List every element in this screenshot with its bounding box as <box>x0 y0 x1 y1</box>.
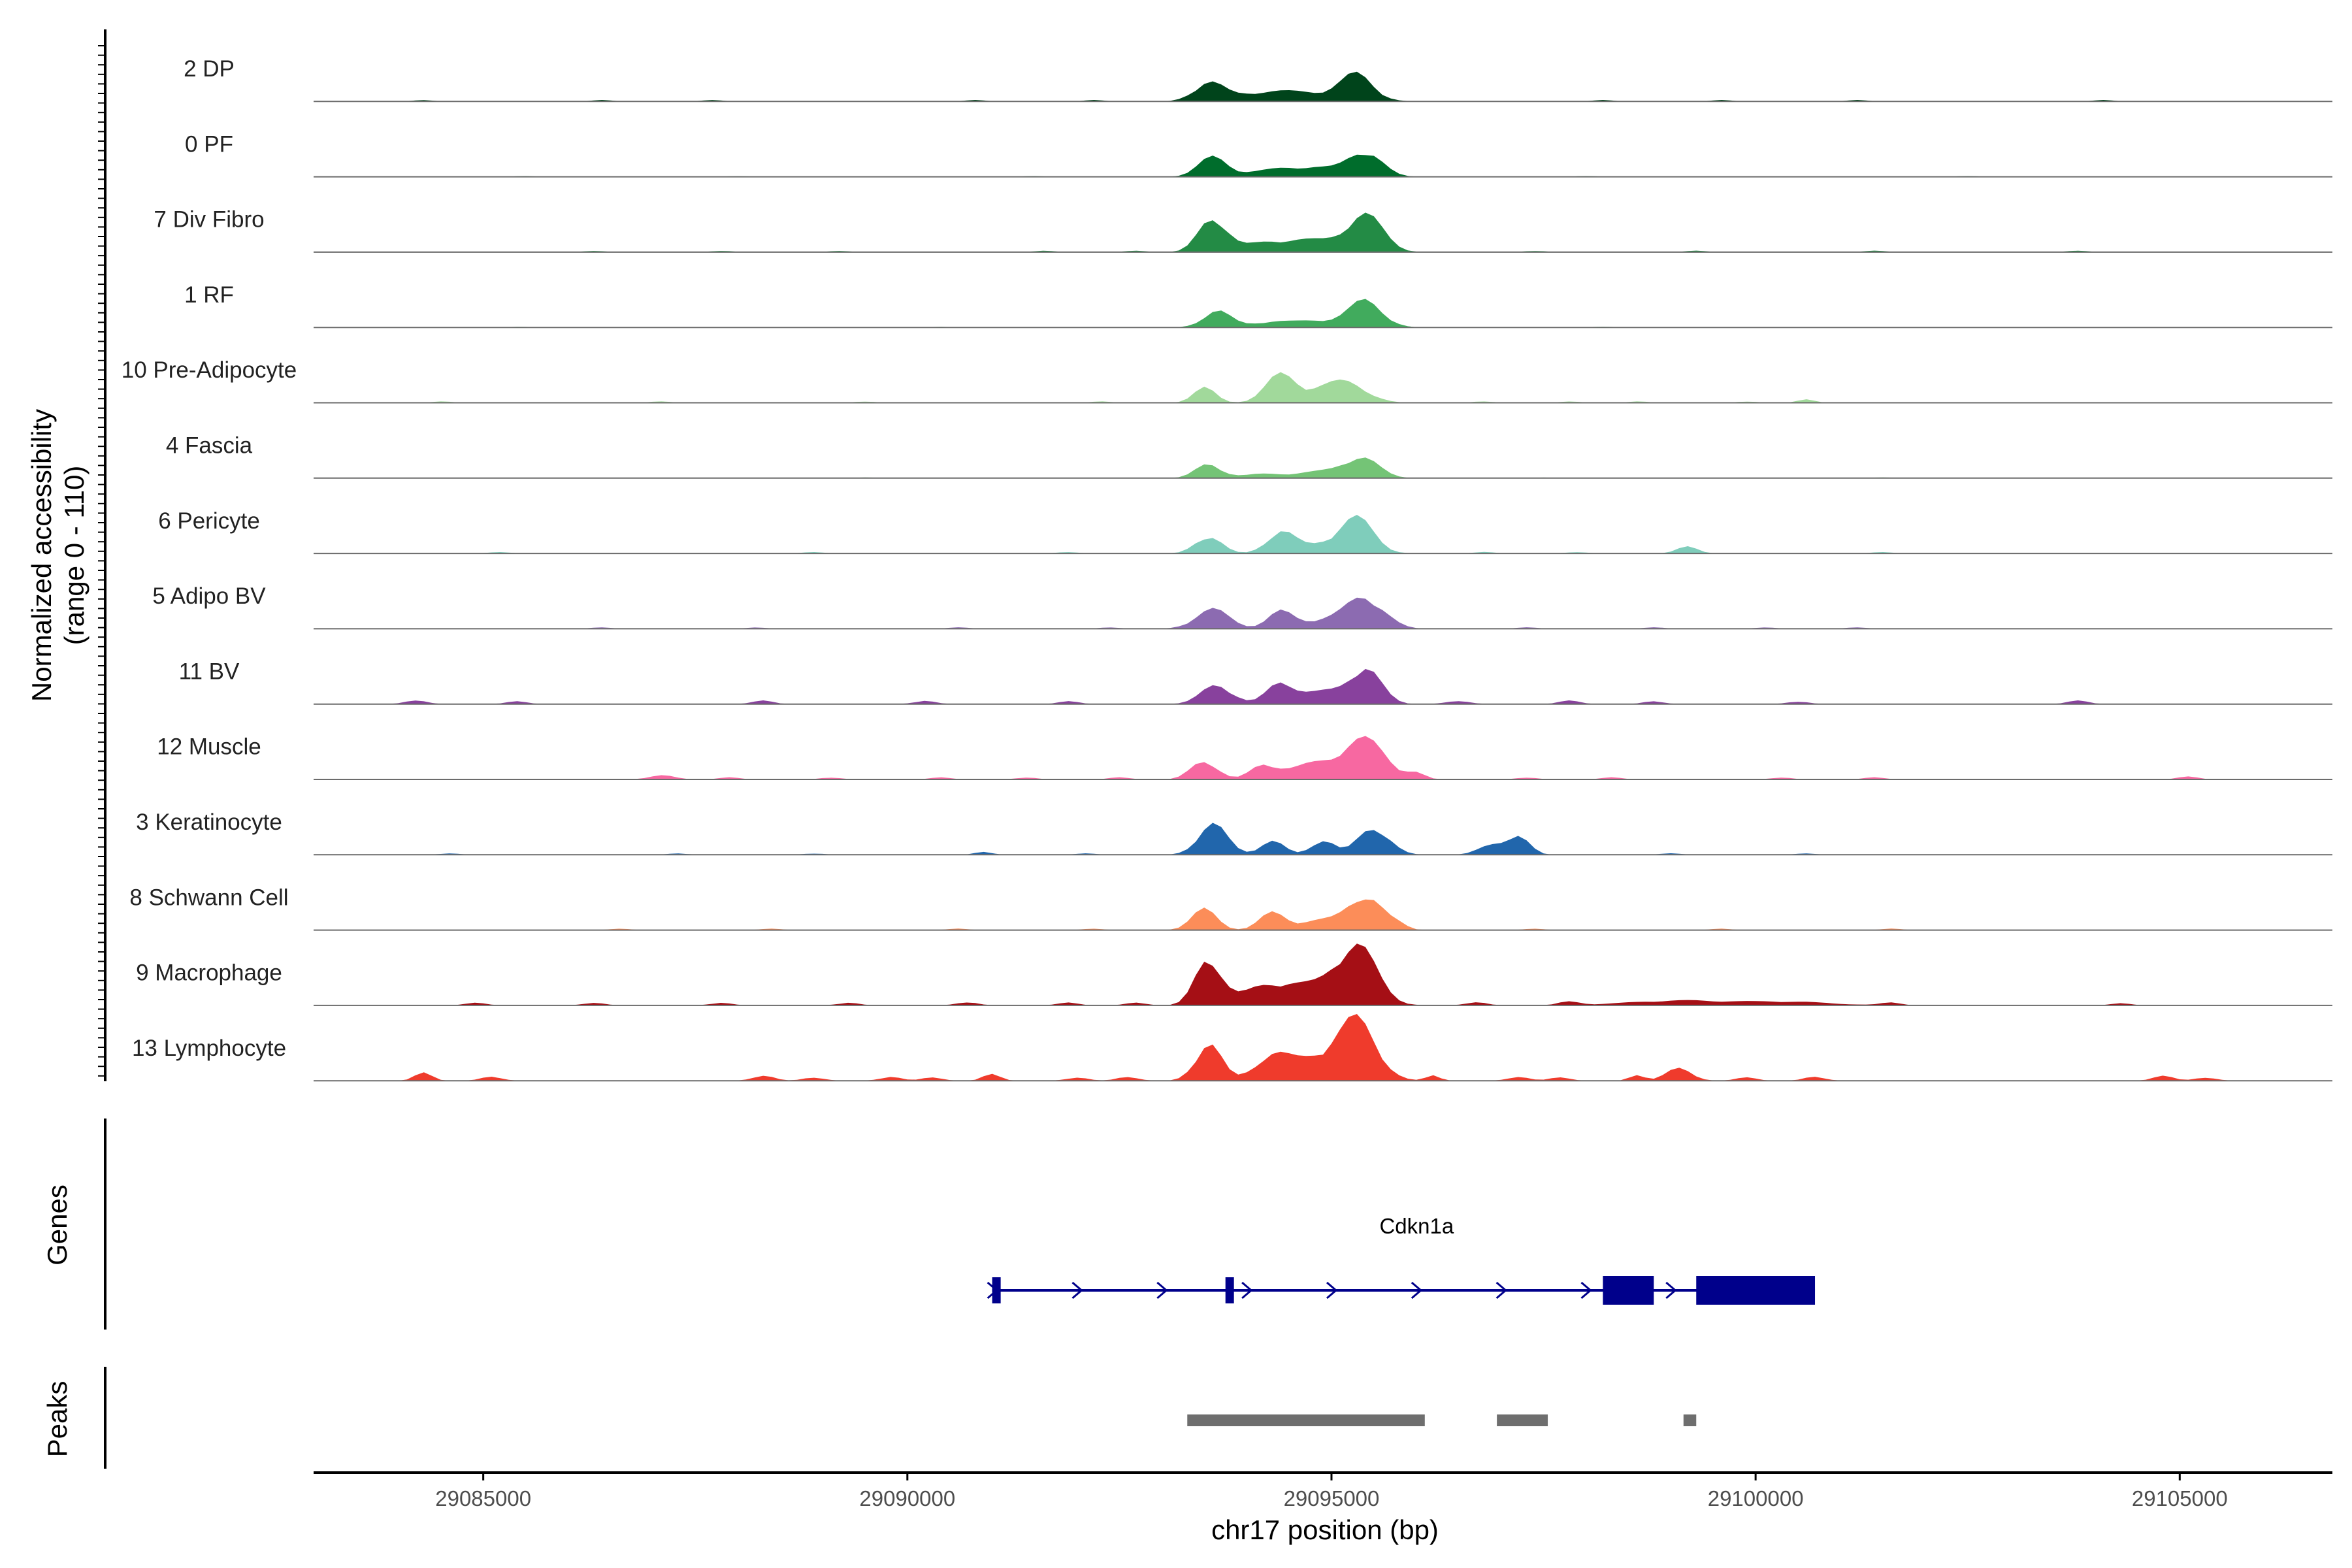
coverage-area <box>314 943 2332 1005</box>
peaks-track <box>1187 1414 1697 1426</box>
strand-arrow <box>1495 1281 1507 1299</box>
gene-exon <box>1696 1276 1816 1305</box>
coverage-area <box>314 71 2332 102</box>
coverage-area <box>314 736 2332 779</box>
genes-panel-title: Genes <box>42 1184 73 1266</box>
coverage-track: 7 Div Fibro <box>154 207 2332 253</box>
track-label: 12 Muscle <box>157 734 261 760</box>
coverage-track: 4 Fascia <box>166 433 2332 479</box>
track-label: 10 Pre-Adipocyte <box>122 357 297 383</box>
track-label: 13 Lymphocyte <box>132 1036 286 1061</box>
strand-arrow <box>1156 1281 1168 1299</box>
coverage-track: 10 Pre-Adipocyte <box>122 357 2332 404</box>
track-label: 9 Macrophage <box>136 960 282 986</box>
coverage-area <box>314 457 2332 478</box>
x-tick-label: 29095000 <box>1284 1486 1380 1511</box>
coverage-area <box>314 823 2332 855</box>
coverage-area <box>314 212 2332 252</box>
x-axis-title: chr17 position (bp) <box>1211 1514 1439 1545</box>
coverage-area <box>314 372 2332 403</box>
coverage-track: 11 BV <box>179 659 2332 705</box>
coverage-y-axis <box>98 29 106 1081</box>
y-axis-title-line2: (range 0 - 110) <box>59 466 90 645</box>
coverage-area <box>314 597 2332 629</box>
gene-exon <box>1603 1276 1654 1305</box>
coverage-track: 9 Macrophage <box>136 943 2332 1006</box>
coverage-track: 5 Adipo BV <box>152 583 2332 630</box>
gene-exon <box>992 1277 1001 1303</box>
track-label: 0 PF <box>185 131 233 157</box>
peak-region <box>1497 1414 1548 1426</box>
track-label: 7 Div Fibro <box>154 207 264 233</box>
coverage-area <box>314 668 2332 704</box>
coverage-area <box>314 299 2332 328</box>
coverage-area <box>314 899 2332 930</box>
x-tick-label: 29090000 <box>859 1486 955 1511</box>
strand-arrow <box>1241 1281 1253 1299</box>
coverage-track: 0 PF <box>185 131 2332 178</box>
track-label: 6 Pericyte <box>158 508 260 534</box>
coverage-track: 3 Keratinocyte <box>136 809 2332 856</box>
track-label: 3 Keratinocyte <box>136 809 282 835</box>
x-tick-label: 29100000 <box>1708 1486 1804 1511</box>
x-tick-label: 29105000 <box>2132 1486 2228 1511</box>
coverage-track: 2 DP <box>184 56 2332 103</box>
coverage-y-axis-title: Normalized accessibility (range 0 - 110) <box>26 409 90 702</box>
coverage-y-ticks <box>98 45 105 1077</box>
gene-label: Cdkn1a <box>1379 1214 1454 1238</box>
track-label: 11 BV <box>179 659 240 684</box>
x-axis: 29085000 29090000 29095000 29100000 29105000 <box>435 1473 2228 1511</box>
track-label: 2 DP <box>184 56 235 82</box>
genes-track: Cdkn1a <box>987 1214 1816 1305</box>
peak-region <box>1683 1414 1697 1426</box>
strand-arrow <box>1665 1281 1677 1299</box>
coverage-area <box>314 1014 2332 1081</box>
track-label: 5 Adipo BV <box>152 583 266 609</box>
track-label: 1 RF <box>184 282 234 308</box>
coverage-track: 12 Muscle <box>157 734 2332 780</box>
gene-model: Cdkn1a <box>987 1214 1816 1305</box>
coverage-area <box>314 515 2332 554</box>
track-label: 8 Schwann Cell <box>129 885 288 910</box>
peak-region <box>1187 1414 1425 1426</box>
coverage-track: 13 Lymphocyte <box>132 1014 2332 1082</box>
strand-arrow <box>1411 1281 1423 1299</box>
track-label: 4 Fascia <box>166 433 253 459</box>
peaks-panel-title: Peaks <box>42 1381 73 1458</box>
gene-exon <box>1225 1277 1234 1303</box>
strand-arrow <box>1071 1281 1083 1299</box>
coverage-tracks: 2 DP 0 PF 7 Div Fibro 1 RF 10 Pre-Adipocyte 4… <box>122 56 2332 1082</box>
coverage-track: 8 Schwann Cell <box>129 885 2332 931</box>
y-axis-title-line1: Normalized accessibility <box>26 409 57 702</box>
x-tick-label: 29085000 <box>435 1486 531 1511</box>
strand-arrow <box>1580 1281 1592 1299</box>
strand-arrow <box>1326 1281 1338 1299</box>
coverage-track: 1 RF <box>184 282 2332 329</box>
coverage-track: 6 Pericyte <box>158 508 2332 555</box>
coverage-area <box>314 154 2332 177</box>
